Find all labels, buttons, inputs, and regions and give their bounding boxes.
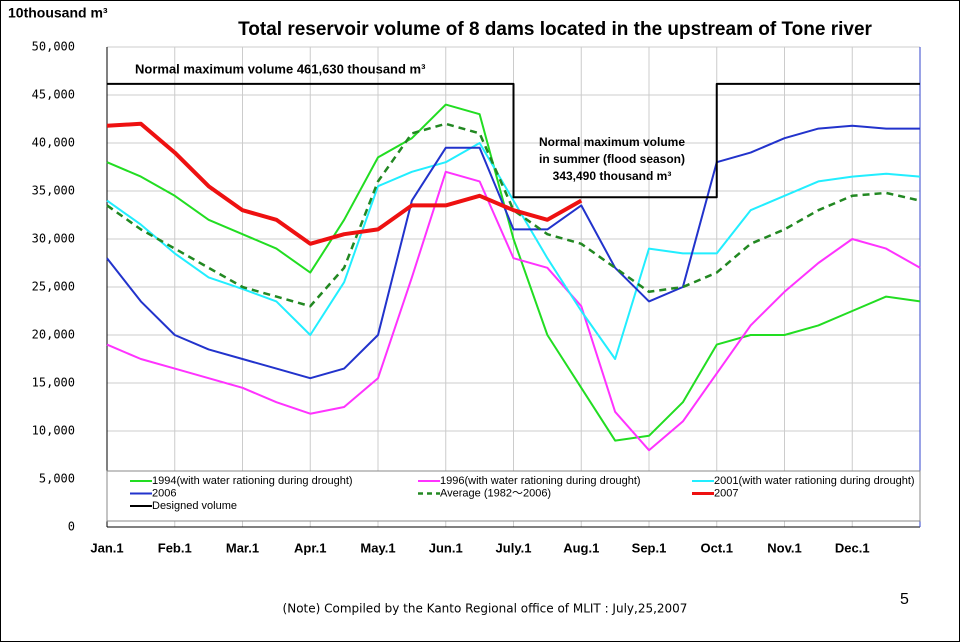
annotation: in summer (flood season) [539, 152, 685, 166]
series-line [107, 82, 920, 199]
series-line [106, 170, 921, 452]
x-tick-label: Feb.1 [158, 540, 192, 555]
series-line [106, 103, 921, 442]
x-tick-label: Mar.1 [226, 540, 259, 555]
y-tick-label: 10,000 [32, 424, 75, 438]
legend-label: 2006 [152, 487, 176, 499]
legend-label: Average (1982～2006) [440, 487, 551, 499]
legend-box [106, 470, 921, 522]
series-line [106, 121, 583, 246]
y-tick-label: 20,000 [32, 328, 75, 342]
annotation: Normal maximum volume [539, 135, 685, 149]
y-tick-label: 50,000 [32, 40, 75, 54]
x-tick-label: Apr.1 [294, 540, 327, 555]
x-tick-label: Dec.1 [835, 540, 870, 555]
x-tick-label: Jun.1 [429, 540, 463, 555]
series-line [106, 122, 921, 308]
x-tick-label: Jan.1 [90, 540, 123, 555]
note: (Note) Compiled by the Kanto Regional of… [283, 602, 688, 616]
chart-title: Total reservoir volume of 8 dams located… [238, 19, 872, 40]
y-tick-label: 35,000 [32, 184, 75, 198]
y-tick-label: 0 [68, 520, 75, 534]
y-axis-label: 10thousand m³ [8, 5, 108, 21]
series-line [106, 124, 920, 380]
x-tick-label: Oct.1 [700, 540, 733, 555]
y-tick-label: 40,000 [32, 136, 75, 150]
y-tick-label: 30,000 [32, 232, 75, 246]
annotation: 343,490 thousand m³ [553, 169, 672, 183]
x-tick-label: Aug.1 [563, 540, 599, 555]
annotation: Normal maximum volume 461,630 thousand m… [135, 61, 426, 76]
legend-label: Designed volume [152, 500, 237, 512]
series-line [106, 142, 921, 360]
y-tick-label: 15,000 [32, 376, 75, 390]
x-tick-label: Nov.1 [767, 540, 801, 555]
y-tick-label: 45,000 [32, 88, 75, 102]
legend-label: 2007 [714, 487, 738, 499]
x-tick-label: July.1 [496, 540, 532, 555]
legend-label: 1994(with water rationing during drought… [152, 475, 353, 487]
page-number: 5 [900, 591, 909, 608]
y-tick-label: 5,000 [39, 472, 75, 486]
legend-label: 1996(with water rationing during drought… [440, 475, 641, 487]
legend-label: 2001(with water rationing during drought… [714, 475, 915, 487]
y-tick-label: 25,000 [32, 280, 75, 294]
x-tick-label: May.1 [360, 540, 395, 555]
x-tick-label: Sep.1 [632, 540, 667, 555]
